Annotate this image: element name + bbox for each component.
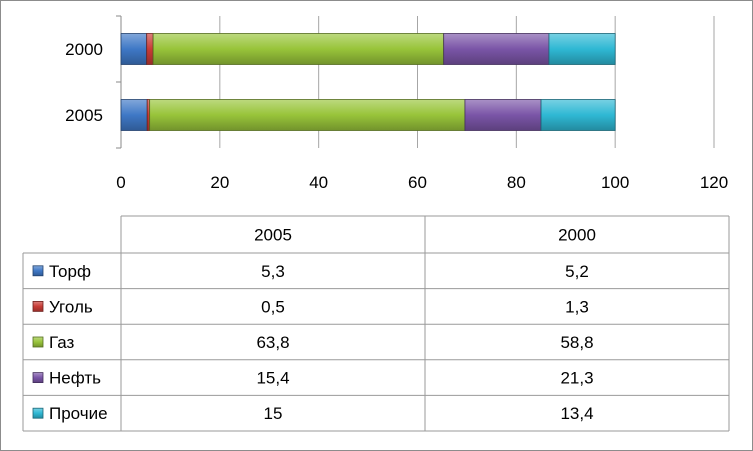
data-label-газ-2005: 63,8 xyxy=(256,333,289,352)
data-label-торф-2005: 5,3 xyxy=(261,262,285,281)
bar-торф-2005 xyxy=(120,99,148,131)
x-tick-label-120: 120 xyxy=(700,173,728,192)
legend-key-прочие xyxy=(32,407,44,419)
data-label-прочие-2005: 15 xyxy=(264,404,283,423)
x-tick-label-100: 100 xyxy=(601,173,629,192)
bar-нефть-2000 xyxy=(443,33,550,65)
x-tick-label-80: 80 xyxy=(507,173,526,192)
bar-газ-2005 xyxy=(149,99,466,131)
table-header-2000: 2000 xyxy=(558,226,596,245)
bar-газ-2000 xyxy=(152,33,445,65)
data-label-нефть-2000: 21,3 xyxy=(560,369,593,388)
bar-прочие-2000 xyxy=(548,33,616,65)
data-label-нефть-2005: 15,4 xyxy=(256,369,289,388)
legend-key-уголь xyxy=(32,300,44,312)
legend-label-газ: Газ xyxy=(49,333,75,352)
legend-label-прочие: Прочие xyxy=(49,404,108,423)
data-label-газ-2000: 58,8 xyxy=(560,333,593,352)
legend-key-нефть xyxy=(32,372,44,384)
category-label-2005: 2005 xyxy=(65,106,103,125)
data-label-уголь-2005: 0,5 xyxy=(261,297,285,316)
table-header-2005: 2005 xyxy=(254,226,292,245)
bar-нефть-2005 xyxy=(464,99,542,131)
axis-lines xyxy=(116,15,122,149)
legend-label-уголь: Уголь xyxy=(49,297,93,316)
x-tick-label-40: 40 xyxy=(309,173,328,192)
data-label-прочие-2000: 13,4 xyxy=(560,404,593,423)
bars xyxy=(120,33,616,131)
bar-прочие-2005 xyxy=(540,99,616,131)
x-tick-label-0: 0 xyxy=(116,173,125,192)
data-table: 2005 2000 Торф 5,3 5,2 Уголь 0,5 1,3 Газ 63,8 58,8… xyxy=(22,215,730,432)
legend-label-нефть: Нефть xyxy=(49,369,101,388)
bar-уголь-2000 xyxy=(146,33,154,65)
legend-key-газ xyxy=(32,336,44,348)
x-tick-label-20: 20 xyxy=(210,173,229,192)
category-labels: 2005 2000 xyxy=(65,40,103,125)
category-label-2000: 2000 xyxy=(65,40,103,59)
data-label-уголь-2000: 1,3 xyxy=(565,297,589,316)
x-tick-labels: 0 20 40 60 80 100 120 xyxy=(116,173,728,192)
legend-key-торф xyxy=(32,265,44,277)
x-tick-label-60: 60 xyxy=(408,173,427,192)
bar-торф-2000 xyxy=(120,33,148,65)
data-label-торф-2000: 5,2 xyxy=(565,262,589,281)
legend-label-торф: Торф xyxy=(49,262,91,281)
